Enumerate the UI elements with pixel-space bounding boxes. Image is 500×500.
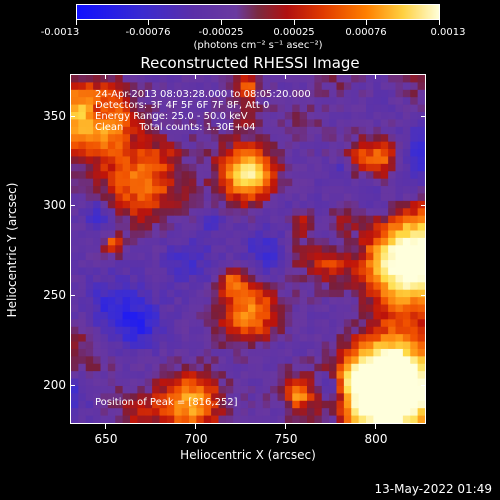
info-energy-range: Energy Range: 25.0 - 50.0 keV — [95, 111, 248, 122]
info-time-range: 24-Apr-2013 08:03:28.000 to 08:05:20.000 — [95, 89, 311, 100]
y-tick — [70, 205, 75, 206]
x-tick — [105, 74, 106, 79]
y-tick — [421, 295, 426, 296]
info-detectors: Detectors: 3F 4F 5F 6F 7F 8F, Att 0 — [95, 100, 270, 111]
y-tick-label: 350 — [43, 109, 66, 123]
colorbar-tick — [148, 20, 149, 25]
colorbar-tick-label: 0.00076 — [345, 27, 387, 38]
y-tick — [421, 385, 426, 386]
y-tick — [70, 116, 75, 117]
x-tick — [375, 74, 376, 79]
timestamp-footer: 13-May-2022 01:49 — [374, 482, 492, 496]
y-tick — [421, 116, 426, 117]
colorbar-tick-label: 0.0013 — [430, 27, 466, 38]
x-tick-label: 750 — [274, 432, 298, 446]
intensity-map — [71, 75, 425, 423]
colorbar-tick — [366, 20, 367, 25]
y-tick — [70, 385, 75, 386]
x-tick-label: 650 — [94, 432, 118, 446]
y-tick-label: 300 — [43, 198, 66, 212]
x-axis-title: Heliocentric X (arcsec) — [180, 448, 316, 462]
colorbar-tick-label: 0.00025 — [273, 27, 315, 38]
colorbar — [76, 4, 440, 20]
x-tick — [195, 424, 196, 429]
x-tick — [285, 424, 286, 429]
x-tick — [285, 74, 286, 79]
x-tick-label: 800 — [364, 432, 388, 446]
colorbar-tick — [76, 20, 77, 25]
x-tick — [195, 74, 196, 79]
y-tick-label: 250 — [43, 288, 66, 302]
x-tick-label: 700 — [184, 432, 208, 446]
colorbar-tick-label: -0.0013 — [40, 27, 80, 38]
y-tick — [421, 205, 426, 206]
colorbar-tick-label: -0.00025 — [198, 27, 244, 38]
colorbar-tick — [221, 20, 222, 25]
rhessi-image: 24-Apr-2013 08:03:28.000 to 08:05:20.000… — [70, 74, 426, 424]
x-tick — [375, 424, 376, 429]
colorbar-tick — [439, 20, 440, 25]
info-total-counts: Clean Total counts: 1.30E+04 — [95, 122, 256, 133]
y-tick-label: 200 — [43, 378, 66, 392]
colorbar-tick-label: -0.00076 — [125, 27, 171, 38]
colorbar-units: (photons cm⁻² s⁻¹ asec⁻²) — [193, 40, 323, 51]
image-title: Reconstructed RHESSI Image — [140, 54, 360, 72]
y-tick — [70, 295, 75, 296]
colorbar-tick — [294, 20, 295, 25]
peak-position: Position of Peak = [816,252] — [95, 397, 238, 408]
x-tick — [105, 424, 106, 429]
y-axis-title: Heliocentric Y (arcsec) — [5, 182, 19, 318]
